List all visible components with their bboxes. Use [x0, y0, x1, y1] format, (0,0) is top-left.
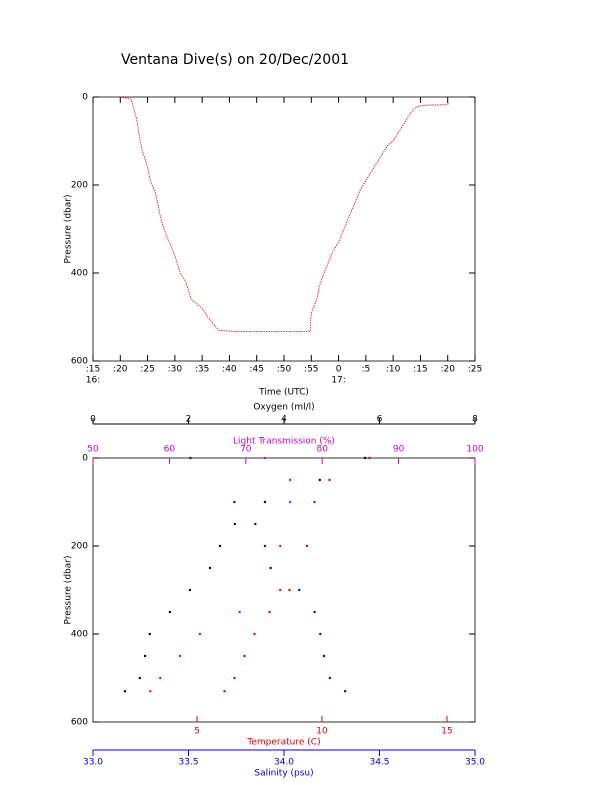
profile-point [263, 500, 267, 504]
profile-point [233, 500, 236, 504]
x-tick-label: 0 [336, 365, 342, 375]
x-tick-label: 50 [87, 445, 99, 455]
x-tick-label: 70 [240, 445, 252, 455]
x-tick-label: 8 [472, 415, 478, 425]
x-tick-label: 6 [377, 415, 383, 425]
profile-point [368, 456, 371, 460]
profile-point [189, 456, 192, 460]
profile-point [168, 610, 172, 614]
profile-point [268, 610, 271, 614]
x-tick-label: :15 [86, 365, 100, 375]
x-axis-label: Time (UTC) [258, 388, 309, 398]
profile-point [218, 544, 222, 548]
x-tick-label: :45 [249, 365, 263, 375]
profile-point [288, 588, 291, 592]
hour-label: 17: [331, 376, 345, 386]
profile-point [243, 654, 246, 658]
x-tick-label: 0 [90, 415, 96, 425]
plot-frame [92, 457, 476, 723]
profile-point [123, 690, 127, 693]
profile-point [178, 654, 182, 658]
profile-point [305, 544, 309, 548]
x-tick-label: 34.5 [369, 758, 389, 768]
profile-point [149, 690, 152, 693]
x-tick-label: 35.0 [465, 758, 485, 768]
x-axis-label: Temperature (C) [246, 738, 320, 748]
x-tick-label: :30 [168, 365, 183, 375]
profile-point [254, 522, 257, 526]
x-tick-label: 34.0 [274, 758, 294, 768]
x-axis-label: Light Transmission (%) [233, 437, 335, 447]
y-tick-label: 600 [71, 718, 88, 728]
y-tick-label: 0 [82, 454, 88, 464]
profile-point [288, 478, 292, 482]
x-tick-label: :25 [140, 365, 154, 375]
x-tick-label: :5 [361, 365, 370, 375]
x-tick-label: :25 [468, 365, 482, 375]
profile-point [313, 610, 316, 614]
profile-point [319, 632, 322, 636]
profile-point [148, 632, 152, 636]
x-tick-label: :35 [195, 365, 209, 375]
x-tick-label: :40 [222, 365, 237, 375]
x-tick-label: 15 [441, 727, 452, 737]
y-axis-label: Pressure (dbar) [64, 556, 74, 625]
x-tick-label: 4 [281, 415, 287, 425]
profile-point [138, 676, 141, 680]
profile-point [253, 632, 256, 636]
x-tick-label: :50 [277, 365, 292, 375]
profile-point [298, 588, 301, 592]
y-tick-label: 200 [71, 542, 88, 552]
profile-point [313, 500, 316, 504]
profile-point [143, 654, 147, 658]
profile-point [198, 632, 202, 636]
profile-point [159, 676, 162, 680]
profile-point [278, 588, 282, 592]
x-tick-label: 2 [186, 415, 192, 425]
profile-point [233, 676, 236, 680]
x-tick-label: 33.5 [178, 758, 198, 768]
x-tick-label: :20 [440, 365, 455, 375]
profile-point [328, 676, 332, 680]
x-tick-label: 90 [393, 445, 405, 455]
x-tick-label: 33.0 [83, 758, 103, 768]
x-axis-label: Oxygen (ml/l) [253, 403, 314, 413]
y-tick-label: 0 [82, 93, 88, 103]
y-tick-label: 400 [71, 269, 88, 279]
profile-point [263, 456, 267, 460]
plot-frame [92, 96, 476, 362]
profile-point [269, 566, 272, 570]
profile-point [208, 566, 212, 570]
profile-point [363, 456, 367, 460]
x-tick-label: :10 [386, 365, 401, 375]
pressure-line [120, 96, 450, 332]
profile-point [188, 588, 192, 592]
profile-point [328, 478, 331, 482]
profile-point [223, 690, 226, 693]
profile-point [263, 544, 267, 548]
x-axis-label: Salinity (psu) [254, 769, 313, 779]
y-axis-label: Pressure (dbar) [64, 195, 74, 264]
profile-point [278, 544, 282, 548]
profile-point [318, 478, 322, 482]
profile-point [343, 690, 347, 693]
x-tick-label: :55 [304, 365, 318, 375]
x-tick-label: 60 [164, 445, 176, 455]
y-tick-label: 600 [71, 357, 88, 367]
x-tick-label: :20 [113, 365, 128, 375]
profile-point [233, 522, 237, 526]
x-tick-label: 10 [316, 727, 328, 737]
profile-point [322, 654, 326, 658]
y-tick-label: 400 [71, 630, 88, 640]
profile-point [238, 610, 241, 614]
x-tick-label: 100 [466, 445, 483, 455]
chart-title: Ventana Dive(s) on 20/Dec/2001 [121, 52, 349, 68]
y-tick-label: 200 [71, 181, 88, 191]
x-tick-label: :15 [413, 365, 427, 375]
hour-label: 16: [86, 376, 100, 386]
profile-point [288, 500, 292, 504]
x-tick-label: 5 [194, 727, 200, 737]
x-tick-label: 80 [316, 445, 328, 455]
